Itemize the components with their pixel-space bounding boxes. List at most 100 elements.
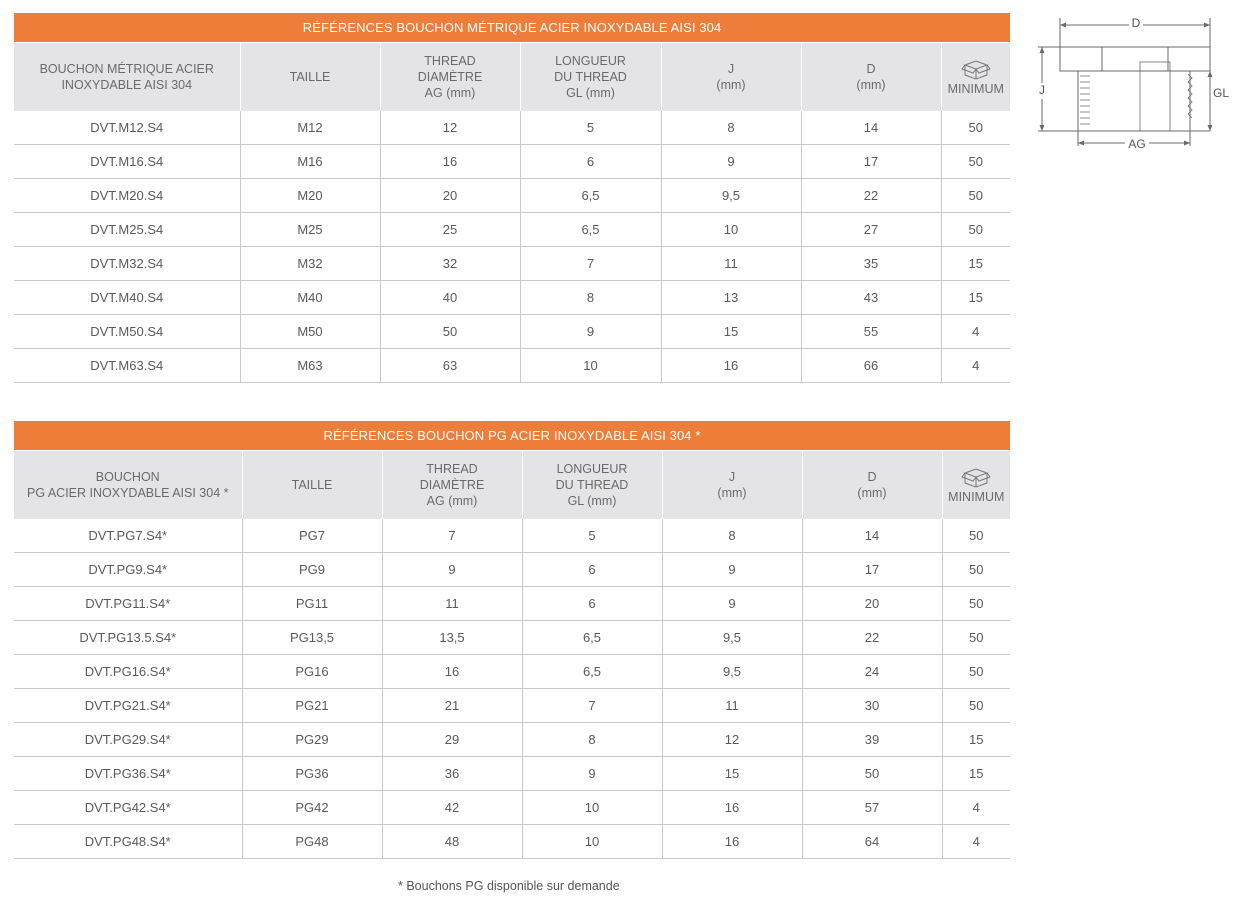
table-cell: 15 bbox=[661, 314, 802, 349]
table-cell: 50 bbox=[941, 212, 1011, 247]
column-header-thread: THREAD DIAMÈTRE AG (mm) bbox=[380, 42, 521, 111]
table-cell: 42 bbox=[382, 790, 523, 825]
table-cell: 9 bbox=[520, 314, 662, 349]
column-header-line: (mm) bbox=[856, 78, 886, 92]
table-cell: 66 bbox=[801, 348, 942, 383]
table-cell: 6,5 bbox=[520, 212, 662, 247]
column-header-line: AG (mm) bbox=[426, 494, 478, 508]
table-cell: 13 bbox=[661, 280, 802, 315]
table-cell: 4 bbox=[942, 824, 1011, 859]
table-row: DVT.M63.S4 M63 63 10 16 66 4 bbox=[14, 348, 1011, 383]
reference-cell: DVT.PG42.S4* bbox=[14, 790, 243, 825]
table-row: DVT.M40.S4 M40 40 8 13 43 15 bbox=[14, 280, 1011, 315]
table-cell: 50 bbox=[941, 178, 1011, 213]
metric-table-title: RÉFÉRENCES BOUCHON MÉTRIQUE ACIER INOXYD… bbox=[14, 13, 1011, 43]
table-cell: 22 bbox=[802, 620, 943, 655]
table-cell: 15 bbox=[942, 722, 1011, 757]
table-cell: 17 bbox=[801, 144, 942, 179]
table-cell: 6,5 bbox=[522, 654, 663, 689]
table-cell: 36 bbox=[382, 756, 523, 791]
table-cell: 57 bbox=[802, 790, 943, 825]
reference-cell: DVT.PG21.S4* bbox=[14, 688, 243, 723]
table-cell: 8 bbox=[520, 280, 662, 315]
reference-cell: DVT.PG48.S4* bbox=[14, 824, 243, 859]
box-icon bbox=[961, 467, 992, 488]
column-header-bouchon: BOUCHON PG ACIER INOXYDABLE AISI 304 * bbox=[14, 450, 243, 519]
table-cell: 11 bbox=[661, 246, 802, 281]
table-cell: 50 bbox=[380, 314, 521, 349]
column-header-line: GL (mm) bbox=[567, 494, 617, 508]
column-header-taille: TAILLE bbox=[242, 450, 383, 519]
table-cell: PG29 bbox=[242, 722, 383, 757]
table-cell: 9 bbox=[662, 552, 803, 587]
table-cell: PG48 bbox=[242, 824, 383, 859]
table-cell: 9,5 bbox=[662, 620, 803, 655]
table-cell: 11 bbox=[382, 586, 523, 621]
table-cell: 14 bbox=[802, 519, 943, 553]
table-cell: 50 bbox=[942, 654, 1011, 689]
reference-cell: DVT.M12.S4 bbox=[14, 111, 241, 145]
diagram-label-gl: GL bbox=[1213, 86, 1229, 100]
reference-cell: DVT.PG29.S4* bbox=[14, 722, 243, 757]
reference-cell: DVT.M32.S4 bbox=[14, 246, 241, 281]
table-cell: 6 bbox=[520, 144, 662, 179]
box-icon bbox=[960, 59, 991, 80]
table-cell: 21 bbox=[382, 688, 523, 723]
column-header-j: J (mm) bbox=[661, 42, 802, 111]
table-cell: 63 bbox=[380, 348, 521, 383]
column-header-j: J (mm) bbox=[662, 450, 803, 519]
table-cell: 15 bbox=[941, 280, 1011, 315]
column-header-line: J bbox=[728, 470, 736, 484]
table-cell: 9 bbox=[522, 756, 663, 791]
footnote: * Bouchons PG disponible sur demande bbox=[398, 879, 620, 893]
table-cell: M50 bbox=[240, 314, 381, 349]
table-cell: 16 bbox=[380, 144, 521, 179]
table-cell: M20 bbox=[240, 178, 381, 213]
table-cell: PG9 bbox=[242, 552, 383, 587]
table-cell: 8 bbox=[661, 111, 802, 145]
table-row: DVT.M12.S4 M12 12 5 8 14 50 bbox=[14, 111, 1011, 145]
pg-reference-table: RÉFÉRENCES BOUCHON PG ACIER INOXYDABLE A… bbox=[14, 421, 1011, 859]
table-row: DVT.PG21.S4* PG21 21 7 11 30 50 bbox=[14, 688, 1011, 723]
table-cell: PG13,5 bbox=[242, 620, 383, 655]
table-row: DVT.M32.S4 M32 32 7 11 35 15 bbox=[14, 246, 1011, 281]
column-header-line: THREAD bbox=[426, 462, 478, 476]
table-cell: 12 bbox=[380, 111, 521, 145]
table-cell: 16 bbox=[382, 654, 523, 689]
table-row: DVT.M16.S4 M16 16 6 9 17 50 bbox=[14, 144, 1011, 179]
table-cell: 9 bbox=[661, 144, 802, 179]
column-header-longueur: LONGUEUR DU THREAD GL (mm) bbox=[520, 42, 662, 111]
column-header-line: LONGUEUR bbox=[555, 54, 626, 68]
table-row: DVT.PG36.S4* PG36 36 9 15 50 15 bbox=[14, 756, 1011, 791]
table-cell: 40 bbox=[380, 280, 521, 315]
reference-cell: DVT.PG36.S4* bbox=[14, 756, 243, 791]
column-header-line: LONGUEUR bbox=[556, 462, 628, 476]
table-cell: 15 bbox=[941, 246, 1011, 281]
table-cell: 4 bbox=[941, 348, 1011, 383]
table-cell: 30 bbox=[802, 688, 943, 723]
table-cell: 4 bbox=[942, 790, 1011, 825]
table-cell: 11 bbox=[662, 688, 803, 723]
table-cell: 13,5 bbox=[382, 620, 523, 655]
reference-cell: DVT.M20.S4 bbox=[14, 178, 241, 213]
table-cell: 35 bbox=[801, 246, 942, 281]
table-cell: 6 bbox=[522, 552, 663, 587]
table-cell: 22 bbox=[801, 178, 942, 213]
table-cell: 48 bbox=[382, 824, 523, 859]
diagram-label-j: J bbox=[1039, 83, 1045, 97]
table-cell: M63 bbox=[240, 348, 381, 383]
column-header-line: (mm) bbox=[716, 78, 746, 92]
column-header-line: BOUCHON bbox=[95, 470, 160, 484]
column-header-line: INOXYDABLE AISI 304 bbox=[61, 78, 193, 92]
table-cell: 27 bbox=[801, 212, 942, 247]
table-cell: 20 bbox=[802, 586, 943, 621]
table-cell: 10 bbox=[522, 790, 663, 825]
table-cell: 55 bbox=[801, 314, 942, 349]
plug-thread-body bbox=[1077, 70, 1191, 132]
pg-table-body: DVT.PG7.S4* PG7 7 5 8 14 50 DVT.PG9.S4* PG9 9 6 9 17… bbox=[14, 519, 1011, 859]
column-header-line: PG ACIER INOXYDABLE AISI 304 * bbox=[27, 486, 229, 500]
reference-cell: DVT.M16.S4 bbox=[14, 144, 241, 179]
column-header-line: GL (mm) bbox=[566, 86, 615, 100]
column-header-line: DU THREAD bbox=[554, 70, 627, 84]
reference-cell: DVT.PG7.S4* bbox=[14, 519, 243, 553]
